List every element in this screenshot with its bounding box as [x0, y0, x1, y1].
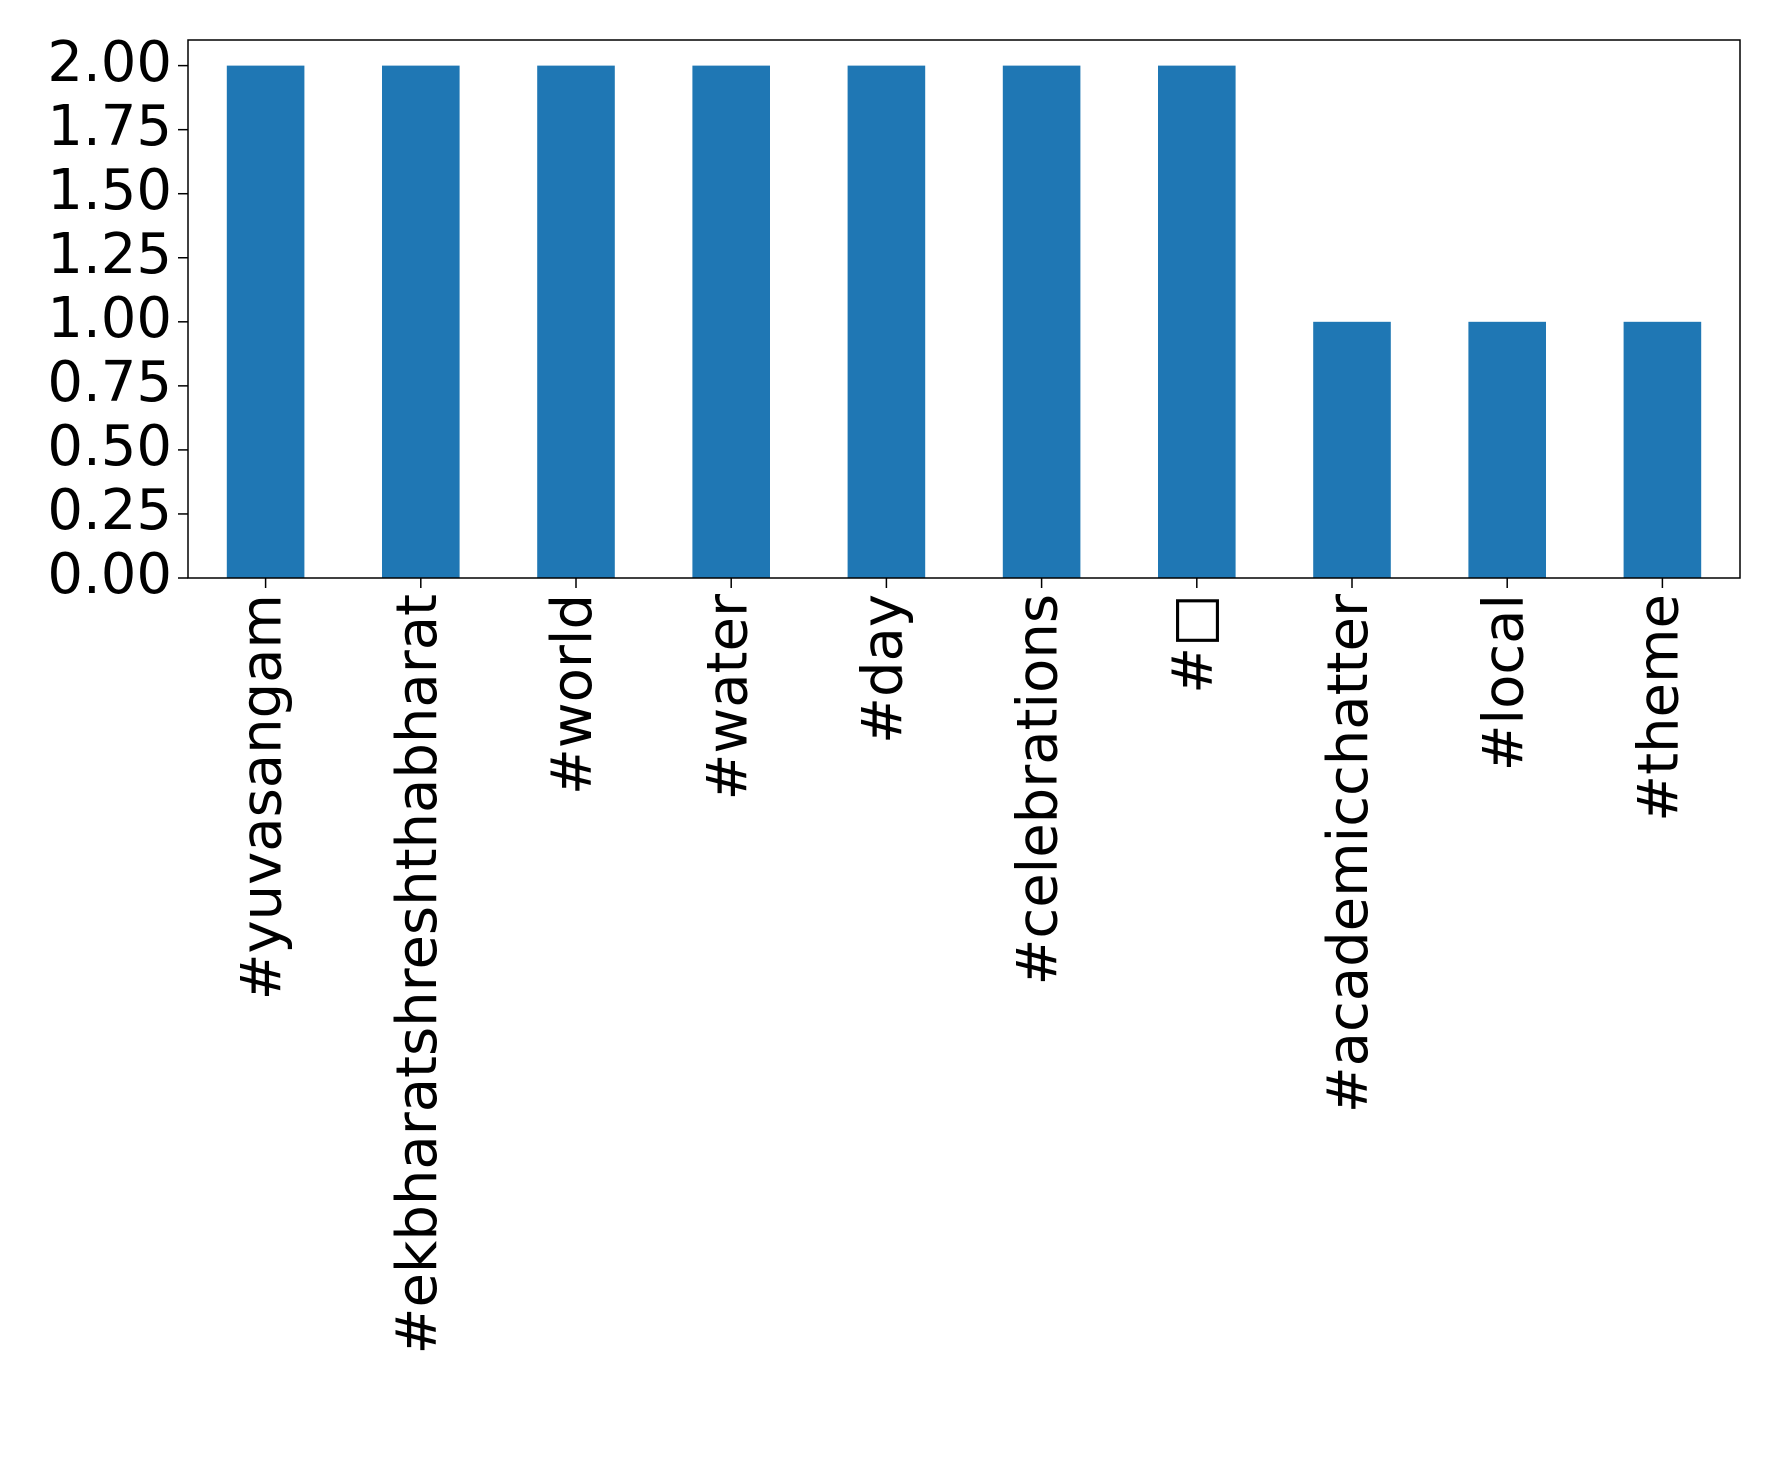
bar [537, 65, 615, 579]
bar [847, 65, 926, 579]
x-tick-label: #theme [1627, 594, 1692, 822]
x-tick-label: #academicchatter [1316, 593, 1381, 1113]
x-tick-label: #celebrations [1006, 594, 1071, 986]
x-tick-label: #local [1471, 594, 1536, 771]
bar [226, 65, 305, 579]
y-tick-label: 1.25 [47, 222, 172, 287]
y-tick-label: 0.50 [47, 414, 172, 479]
x-tick-label: #day [851, 594, 916, 744]
y-tick-label: 1.50 [47, 158, 172, 223]
bar [1313, 321, 1391, 578]
bar [692, 65, 770, 579]
bar [1468, 321, 1546, 578]
x-tick-label: #world [540, 594, 605, 795]
y-tick-label: 1.75 [47, 94, 172, 159]
y-tick-label: 0.75 [47, 350, 172, 415]
axes-frame [187, 39, 1741, 579]
bar [382, 65, 460, 579]
y-tick-label: 0.00 [47, 542, 172, 607]
bar [1002, 65, 1081, 579]
y-tick-label: 2.00 [47, 30, 172, 95]
x-tick-label: #water [695, 593, 760, 800]
y-tick-label: 0.25 [47, 478, 172, 543]
x-tick-label: #ekbharatshreshthabharat [385, 594, 450, 1354]
y-tick-label: 1.00 [47, 286, 172, 351]
bar [1158, 65, 1236, 579]
x-tick-label: #yuvasangam [230, 594, 295, 1000]
x-tick-label: #□ [1161, 594, 1226, 694]
bar [1623, 321, 1702, 578]
